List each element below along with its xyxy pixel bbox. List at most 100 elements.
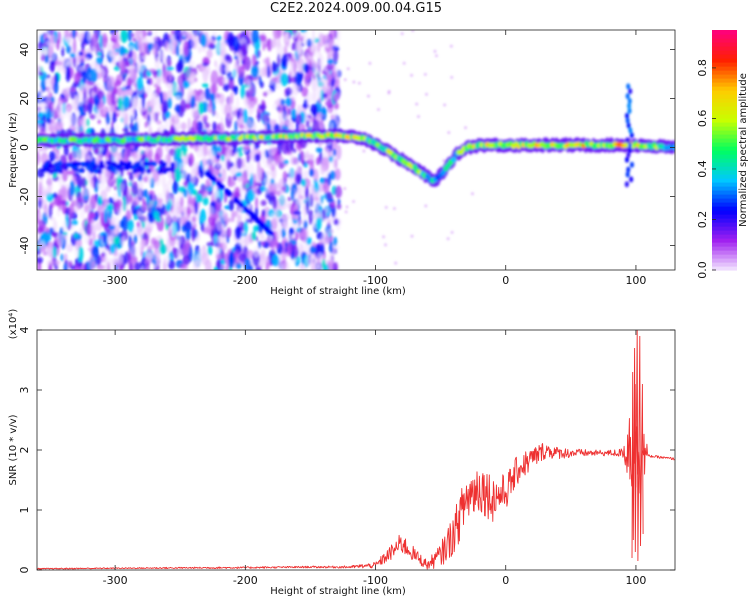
noise-blob xyxy=(316,41,321,53)
noise-blob xyxy=(74,245,80,258)
colorbar-cell xyxy=(712,118,737,123)
noise-blob xyxy=(305,255,313,268)
noise-blob xyxy=(182,254,191,266)
noise-blob xyxy=(415,102,418,106)
noise-blob xyxy=(273,72,279,77)
noise-blob xyxy=(106,90,113,106)
noise-blob xyxy=(305,186,309,199)
noise-blob xyxy=(179,196,184,208)
noise-blob xyxy=(182,242,190,256)
noise-blob xyxy=(52,192,58,199)
noise-blob xyxy=(224,102,232,118)
noise-blob xyxy=(37,119,44,124)
noise-blob xyxy=(253,245,260,258)
noise-blob xyxy=(88,255,96,270)
noise-blob xyxy=(282,213,291,222)
noise-blob xyxy=(47,81,52,95)
noise-blob xyxy=(303,98,308,110)
noise-blob xyxy=(326,218,331,228)
noise-blob xyxy=(105,111,110,125)
noise-blob xyxy=(238,116,244,125)
noise-blob xyxy=(94,30,99,37)
noise-blob xyxy=(118,55,123,67)
noise-blob xyxy=(94,67,103,73)
noise-blob xyxy=(110,121,114,137)
noise-blob xyxy=(156,76,161,88)
spectrogram-ytick-label: 40 xyxy=(18,43,31,57)
snr-xtick-label: -100 xyxy=(363,574,388,587)
noise-blob xyxy=(93,85,98,94)
colorbar-cell xyxy=(712,266,737,271)
colorbar-cell xyxy=(712,110,737,115)
noise-blob xyxy=(336,203,342,210)
noise-blob xyxy=(258,253,266,268)
noise-blob xyxy=(129,193,133,203)
noise-blob xyxy=(275,241,280,249)
noise-blob xyxy=(184,104,193,109)
colorbar-cell xyxy=(712,222,737,227)
noise-blob xyxy=(326,228,334,235)
noise-blob xyxy=(326,198,335,203)
noise-blob xyxy=(128,248,132,265)
noise-blob xyxy=(246,153,251,164)
noise-blob xyxy=(234,225,242,240)
colorbar-cell xyxy=(712,102,737,107)
noise-blob xyxy=(57,160,63,166)
noise-blob xyxy=(44,54,50,64)
noise-blob xyxy=(197,164,202,174)
ridge-spike xyxy=(628,127,633,134)
colorbar-label: Normalized spectral amplitude xyxy=(738,73,749,227)
noise-blob xyxy=(332,50,339,62)
snr-ytick-label: 0 xyxy=(18,567,31,574)
noise-blob xyxy=(435,54,438,57)
noise-blob xyxy=(125,60,131,66)
colorbar-cell xyxy=(712,238,737,243)
noise-blob xyxy=(259,221,265,228)
noise-blob xyxy=(210,231,215,239)
noise-blob xyxy=(91,33,96,49)
noise-blob xyxy=(322,79,329,84)
noise-blob xyxy=(167,259,176,270)
colorbar-cell xyxy=(712,210,737,215)
noise-blob xyxy=(123,251,129,265)
noise-blob xyxy=(115,79,121,87)
noise-blob xyxy=(305,51,310,65)
colorbar-cell xyxy=(712,94,737,99)
ridge-spike xyxy=(626,166,631,173)
noise-blob xyxy=(325,191,333,201)
ridge-spike xyxy=(626,151,631,158)
noise-blob xyxy=(122,151,129,164)
noise-blob xyxy=(134,30,141,39)
noise-blob xyxy=(193,105,198,112)
noise-blob xyxy=(209,92,216,102)
colorbar-cell xyxy=(712,190,737,195)
noise-blob xyxy=(274,155,279,166)
noise-blob xyxy=(238,202,244,209)
noise-blob xyxy=(120,111,126,119)
noise-blob xyxy=(450,44,453,48)
colorbar-cell xyxy=(712,46,737,51)
noise-blob xyxy=(228,181,237,187)
noise-blob xyxy=(311,77,316,92)
ridge-spike xyxy=(625,93,630,100)
noise-blob xyxy=(333,102,339,110)
noise-blob xyxy=(233,62,238,79)
noise-blob xyxy=(197,30,206,33)
noise-blob xyxy=(191,119,198,135)
noise-blob xyxy=(89,163,95,169)
noise-blob xyxy=(234,186,241,197)
noise-blob xyxy=(69,52,76,58)
noise-blob xyxy=(182,188,188,198)
noise-blob xyxy=(265,187,269,194)
noise-blob xyxy=(289,227,295,235)
noise-blob xyxy=(43,42,47,48)
noise-blob xyxy=(93,216,98,221)
noise-blob xyxy=(311,187,318,199)
noise-blob xyxy=(189,169,197,184)
noise-blob xyxy=(279,192,284,200)
noise-blob xyxy=(291,42,297,51)
noise-blob xyxy=(251,54,257,67)
noise-blob xyxy=(333,77,340,88)
noise-blob xyxy=(424,204,428,208)
noise-blob xyxy=(41,114,47,129)
